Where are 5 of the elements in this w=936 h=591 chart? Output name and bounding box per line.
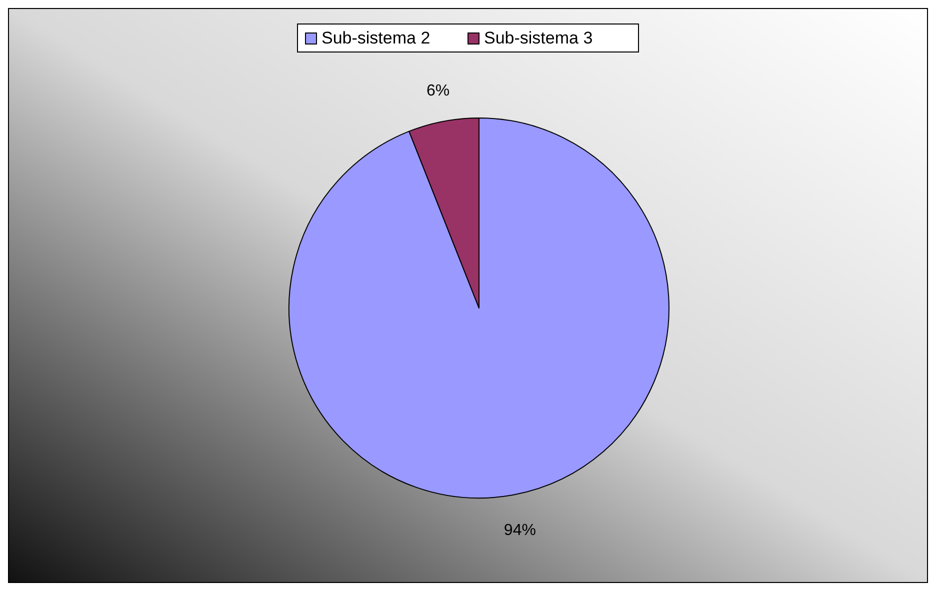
legend-label: Sub-sistema 3 xyxy=(484,28,593,48)
pie-slice xyxy=(288,118,670,498)
legend-label: Sub-sistema 2 xyxy=(322,28,430,48)
data-label: 6% xyxy=(426,82,450,100)
data-label: 94% xyxy=(504,522,536,539)
